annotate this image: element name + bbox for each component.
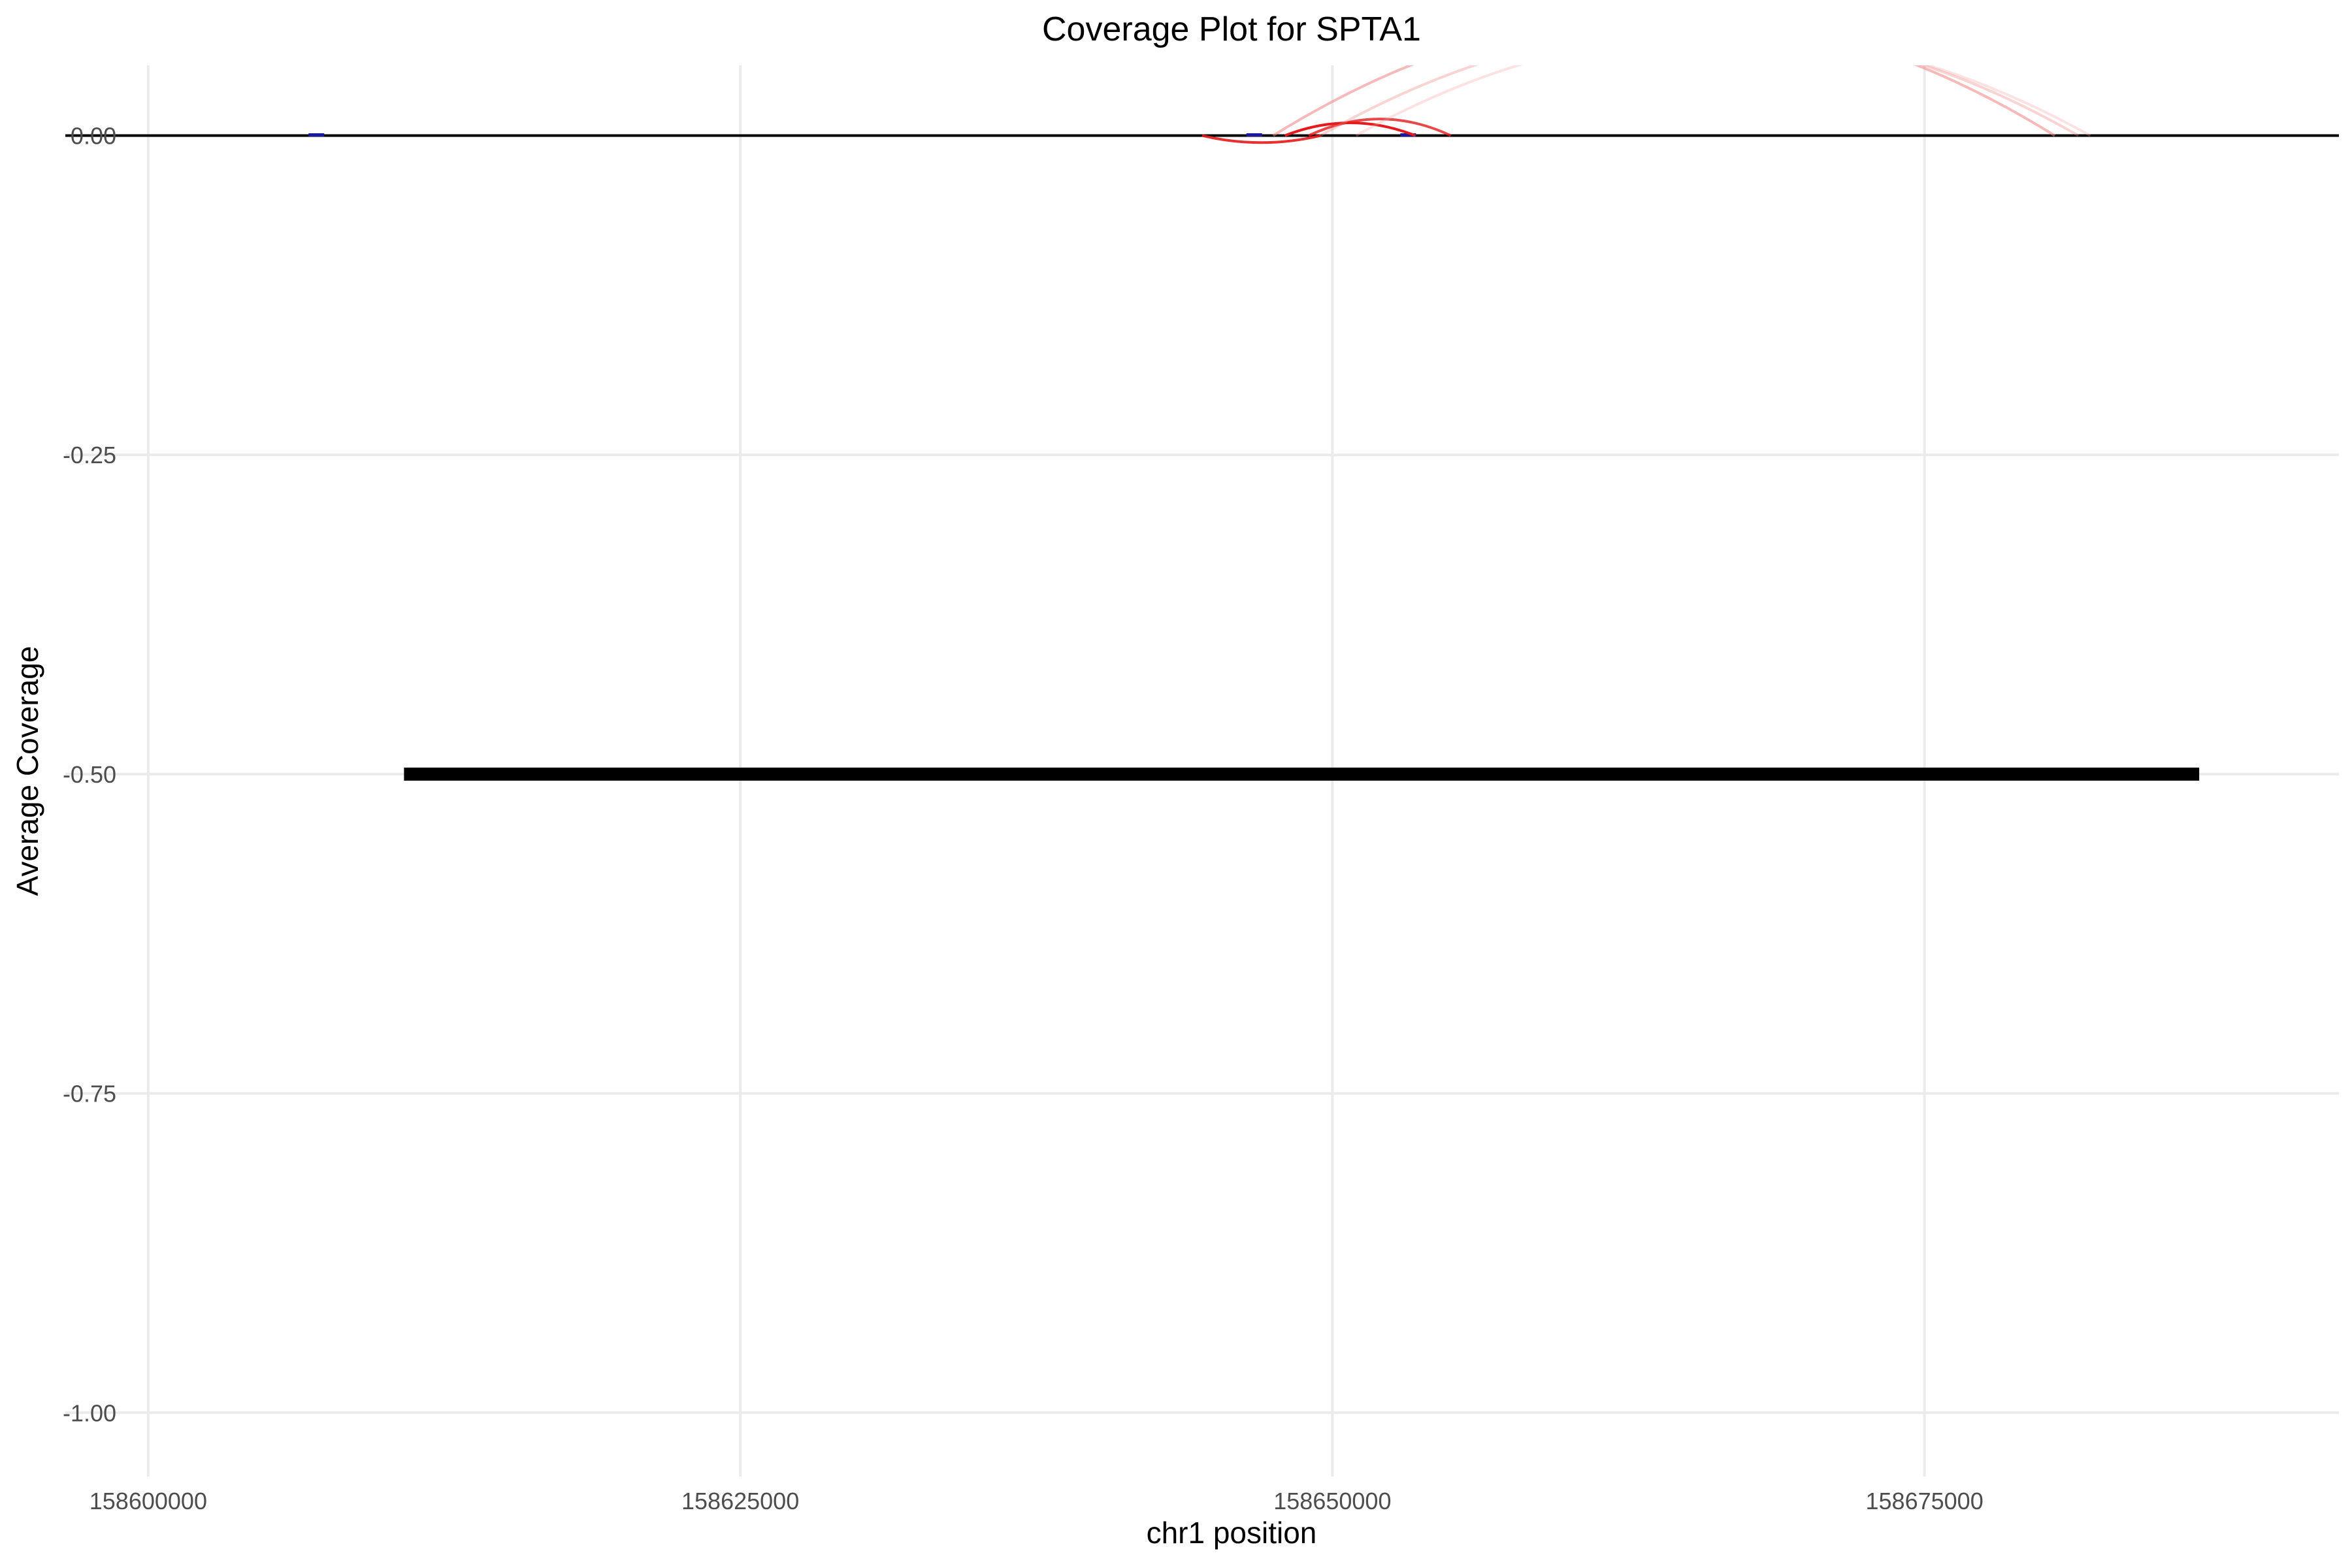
x-tick-label: 158600000 xyxy=(90,1488,207,1514)
junction-arc xyxy=(1320,65,2080,137)
y-tick-label: -1.00 xyxy=(63,1399,116,1426)
y-axis-label: Average Coverage xyxy=(10,646,44,896)
junction-arc xyxy=(1355,65,2091,137)
junction-arc xyxy=(1201,134,1321,144)
x-tick-label: 158625000 xyxy=(681,1488,799,1514)
y-tick-label: 0.00 xyxy=(71,123,116,150)
y-tick-label: -0.50 xyxy=(63,761,116,788)
chart-title: Coverage Plot for SPTA1 xyxy=(1042,10,1421,48)
junction-arc xyxy=(1284,122,1416,137)
y-tick-label: -0.25 xyxy=(63,442,116,468)
x-axis-label: chr1 position xyxy=(1147,1516,1317,1550)
junction-arc xyxy=(1272,65,2056,137)
x-tick-label: 158675000 xyxy=(1866,1488,1984,1514)
x-tick-label: 158650000 xyxy=(1273,1488,1391,1514)
y-tick-label: -0.75 xyxy=(63,1081,116,1107)
tick-labels: 158600000 158625000 158650000 158675000 0.00… xyxy=(63,123,1984,1514)
plot-area xyxy=(65,65,2339,781)
junction-arc xyxy=(1308,118,1452,137)
